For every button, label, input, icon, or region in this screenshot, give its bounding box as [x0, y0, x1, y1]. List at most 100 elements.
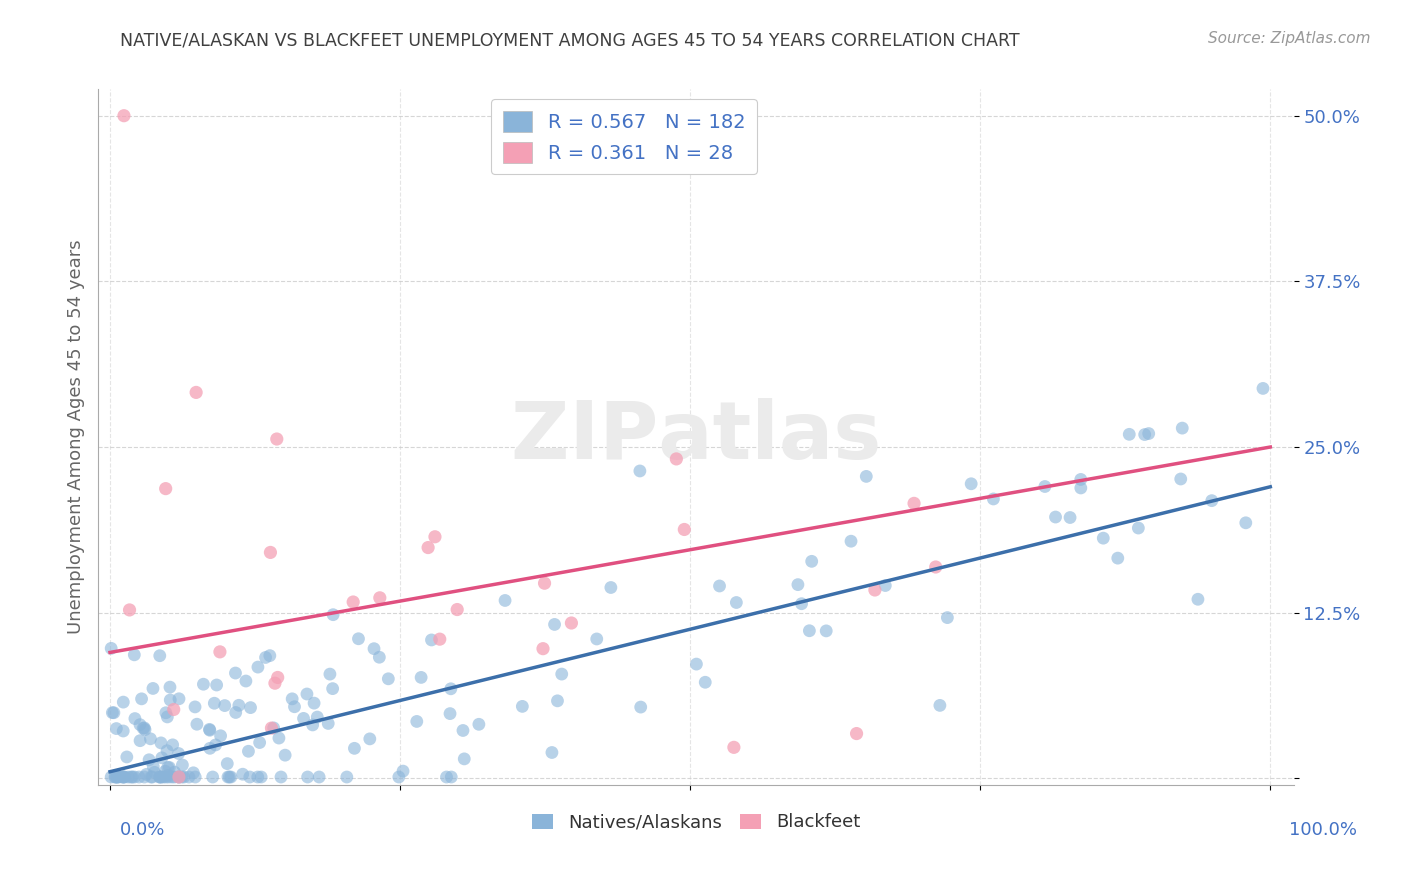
Point	[246, 770, 269, 784]
Point	[214, 698, 236, 713]
Point	[238, 744, 260, 758]
Point	[219, 770, 242, 784]
Point	[685, 657, 707, 671]
Text: Source: ZipAtlas.com: Source: ZipAtlas.com	[1208, 31, 1371, 46]
Point	[301, 718, 323, 732]
Point	[297, 770, 319, 784]
Point	[104, 770, 127, 784]
Point	[224, 666, 246, 681]
Point	[134, 721, 156, 735]
Point	[112, 724, 135, 739]
Point	[263, 721, 285, 735]
Point	[322, 607, 344, 622]
Point	[101, 706, 124, 720]
Point	[115, 750, 138, 764]
Point	[875, 578, 897, 592]
Point	[1070, 472, 1092, 486]
Point	[217, 756, 239, 771]
Point	[446, 602, 468, 616]
Point	[267, 731, 290, 745]
Point	[453, 752, 475, 766]
Point	[983, 491, 1005, 506]
Point	[307, 710, 329, 724]
Point	[156, 710, 179, 724]
Legend: Natives/Alaskans, Blackfeet: Natives/Alaskans, Blackfeet	[524, 806, 868, 838]
Point	[204, 738, 226, 752]
Point	[533, 576, 555, 591]
Point	[202, 696, 225, 710]
Point	[142, 759, 165, 773]
Point	[163, 702, 186, 716]
Point	[283, 699, 305, 714]
Point	[925, 560, 948, 574]
Point	[416, 541, 439, 555]
Point	[1107, 551, 1129, 566]
Point	[839, 534, 862, 549]
Point	[111, 770, 134, 784]
Point	[134, 723, 156, 737]
Point	[250, 770, 273, 784]
Point	[186, 717, 208, 731]
Text: ZIP​atlas: ZIP​atlas	[510, 398, 882, 476]
Point	[104, 770, 127, 784]
Point	[139, 731, 162, 746]
Point	[155, 706, 177, 720]
Point	[440, 681, 463, 696]
Point	[131, 691, 153, 706]
Point	[1045, 510, 1067, 524]
Point	[163, 770, 186, 784]
Point	[128, 770, 150, 784]
Point	[1251, 381, 1274, 395]
Point	[468, 717, 491, 731]
Point	[799, 624, 821, 638]
Point	[512, 699, 534, 714]
Point	[903, 496, 925, 510]
Point	[815, 624, 838, 638]
Point	[1033, 479, 1056, 493]
Point	[420, 632, 443, 647]
Point	[543, 617, 565, 632]
Point	[630, 700, 652, 714]
Point	[845, 726, 868, 740]
Point	[105, 770, 128, 784]
Point	[129, 717, 152, 731]
Point	[183, 765, 205, 780]
Point	[628, 464, 651, 478]
Point	[308, 770, 330, 784]
Point	[148, 770, 170, 784]
Point	[143, 765, 166, 780]
Point	[225, 706, 247, 720]
Point	[264, 676, 287, 690]
Point	[1118, 427, 1140, 442]
Point	[138, 753, 160, 767]
Point	[695, 675, 717, 690]
Point	[246, 660, 269, 674]
Point	[105, 722, 128, 736]
Point	[392, 764, 415, 778]
Point	[112, 770, 135, 784]
Point	[368, 591, 391, 605]
Point	[198, 723, 221, 737]
Point	[259, 545, 281, 559]
Point	[709, 579, 731, 593]
Point	[124, 648, 146, 662]
Point	[134, 770, 156, 784]
Point	[149, 770, 172, 784]
Point	[494, 593, 516, 607]
Point	[928, 698, 950, 713]
Point	[201, 770, 224, 784]
Point	[1187, 592, 1209, 607]
Point	[267, 670, 290, 684]
Point	[936, 610, 959, 624]
Point	[423, 530, 446, 544]
Point	[157, 770, 180, 784]
Point	[790, 597, 813, 611]
Point	[1092, 531, 1115, 545]
Point	[863, 582, 886, 597]
Point	[347, 632, 370, 646]
Point	[451, 723, 474, 738]
Point	[218, 770, 240, 784]
Point	[274, 748, 297, 763]
Text: 100.0%: 100.0%	[1289, 821, 1357, 838]
Point	[260, 721, 283, 735]
